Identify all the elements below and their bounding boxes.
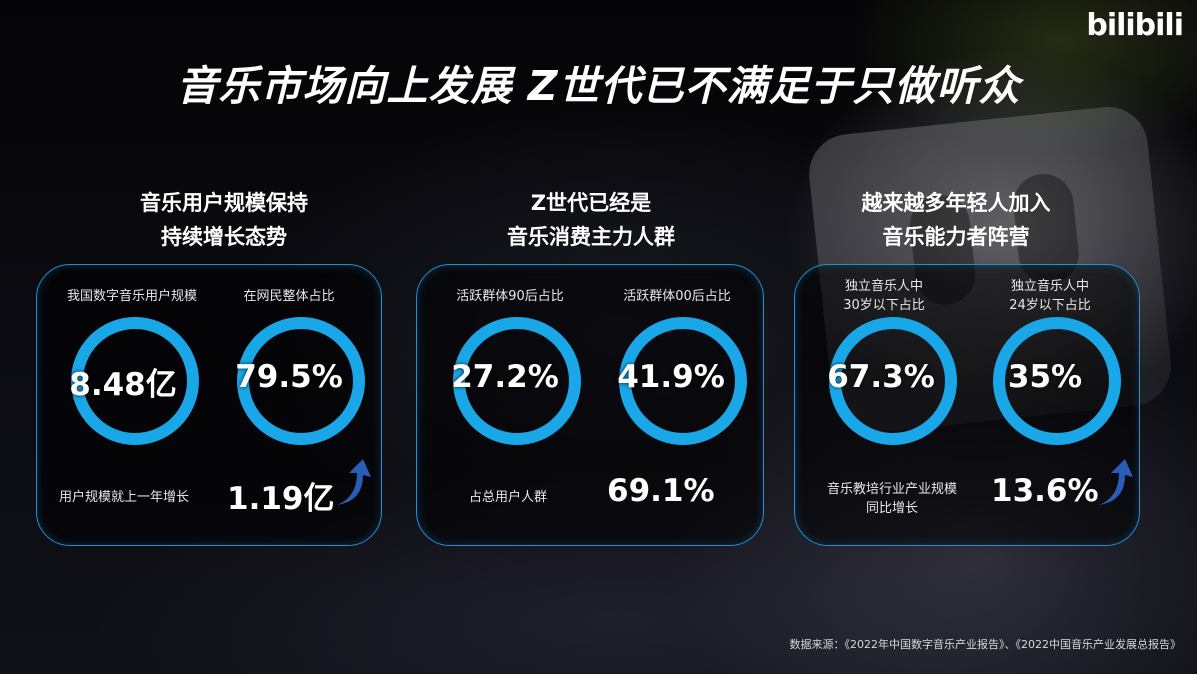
stats-panel-2: 活跃群体90后占比 活跃群体00后占比 27.2% 41.9% 占总用户人群 6… xyxy=(416,264,764,546)
metric-label-line1: 独立音乐人中 xyxy=(1010,279,1089,294)
growth-label: 音乐教培行业产业规模 同比增长 xyxy=(817,480,967,518)
growth-value: 1.19亿 xyxy=(227,481,335,517)
column-3-heading-line1: 越来越多年轻人加入 xyxy=(861,191,1051,215)
column-2-heading-line2: 音乐消费主力人群 xyxy=(507,225,675,249)
data-source-note: 数据来源：《2022年中国数字音乐产业报告》、《2022中国音乐产业发展总报告》 xyxy=(789,638,1182,651)
share-label: 占总用户人群 xyxy=(469,490,548,505)
metric-value: 41.9% xyxy=(617,359,725,395)
metric-value: 27.2% xyxy=(451,359,559,395)
bilibili-logo: bilibili xyxy=(1086,8,1184,43)
share-value: 69.1% xyxy=(607,473,715,509)
metric-label: 独立音乐人中 24岁以下占比 xyxy=(975,277,1125,315)
column-1-heading: 音乐用户规模保持 持续增长态势 xyxy=(74,186,374,254)
up-arrow-icon xyxy=(1099,459,1133,505)
metric-label: 在网民整体占比 xyxy=(243,289,335,304)
metric-value: 8.48亿 xyxy=(69,367,177,403)
column-2-heading: Z世代已经是 音乐消费主力人群 xyxy=(441,186,741,254)
stats-panel-1: 我国数字音乐用户规模 在网民整体占比 8.48亿 79.5% 用户规模就上一年增… xyxy=(36,264,382,546)
page-title: 音乐市场向上发展 Z世代已不满足于只做听众 xyxy=(176,62,1021,110)
growth-label-line1: 音乐教培行业产业规模 xyxy=(826,482,957,497)
column-1-heading-line1: 音乐用户规模保持 xyxy=(140,191,308,215)
metric-value: 79.5% xyxy=(235,359,343,395)
column-3-heading: 越来越多年轻人加入 音乐能力者阵营 xyxy=(806,186,1106,254)
growth-label: 用户规模就上一年增长 xyxy=(59,490,190,505)
metric-label: 独立音乐人中 30岁以下占比 xyxy=(809,277,959,315)
column-3-heading-line2: 音乐能力者阵营 xyxy=(882,225,1030,249)
metric-label-line2: 24岁以下占比 xyxy=(1009,298,1091,313)
metric-label: 活跃群体00后占比 xyxy=(623,289,731,304)
metric-value: 67.3% xyxy=(827,359,935,395)
column-1-heading-line2: 持续增长态势 xyxy=(161,225,287,249)
stats-panel-3: 独立音乐人中 30岁以下占比 独立音乐人中 24岁以下占比 67.3% 35% … xyxy=(794,264,1140,546)
metric-label: 我国数字音乐用户规模 xyxy=(66,289,197,304)
metric-label: 活跃群体90后占比 xyxy=(456,289,564,304)
metric-value: 35% xyxy=(1007,359,1083,395)
growth-value: 13.6% xyxy=(991,473,1099,509)
growth-label-line2: 同比增长 xyxy=(865,501,918,516)
up-arrow-icon xyxy=(337,459,371,505)
column-2-heading-line1: Z世代已经是 xyxy=(530,191,652,215)
metric-label-line1: 独立音乐人中 xyxy=(844,279,923,294)
metric-label-line2: 30岁以下占比 xyxy=(843,298,925,313)
